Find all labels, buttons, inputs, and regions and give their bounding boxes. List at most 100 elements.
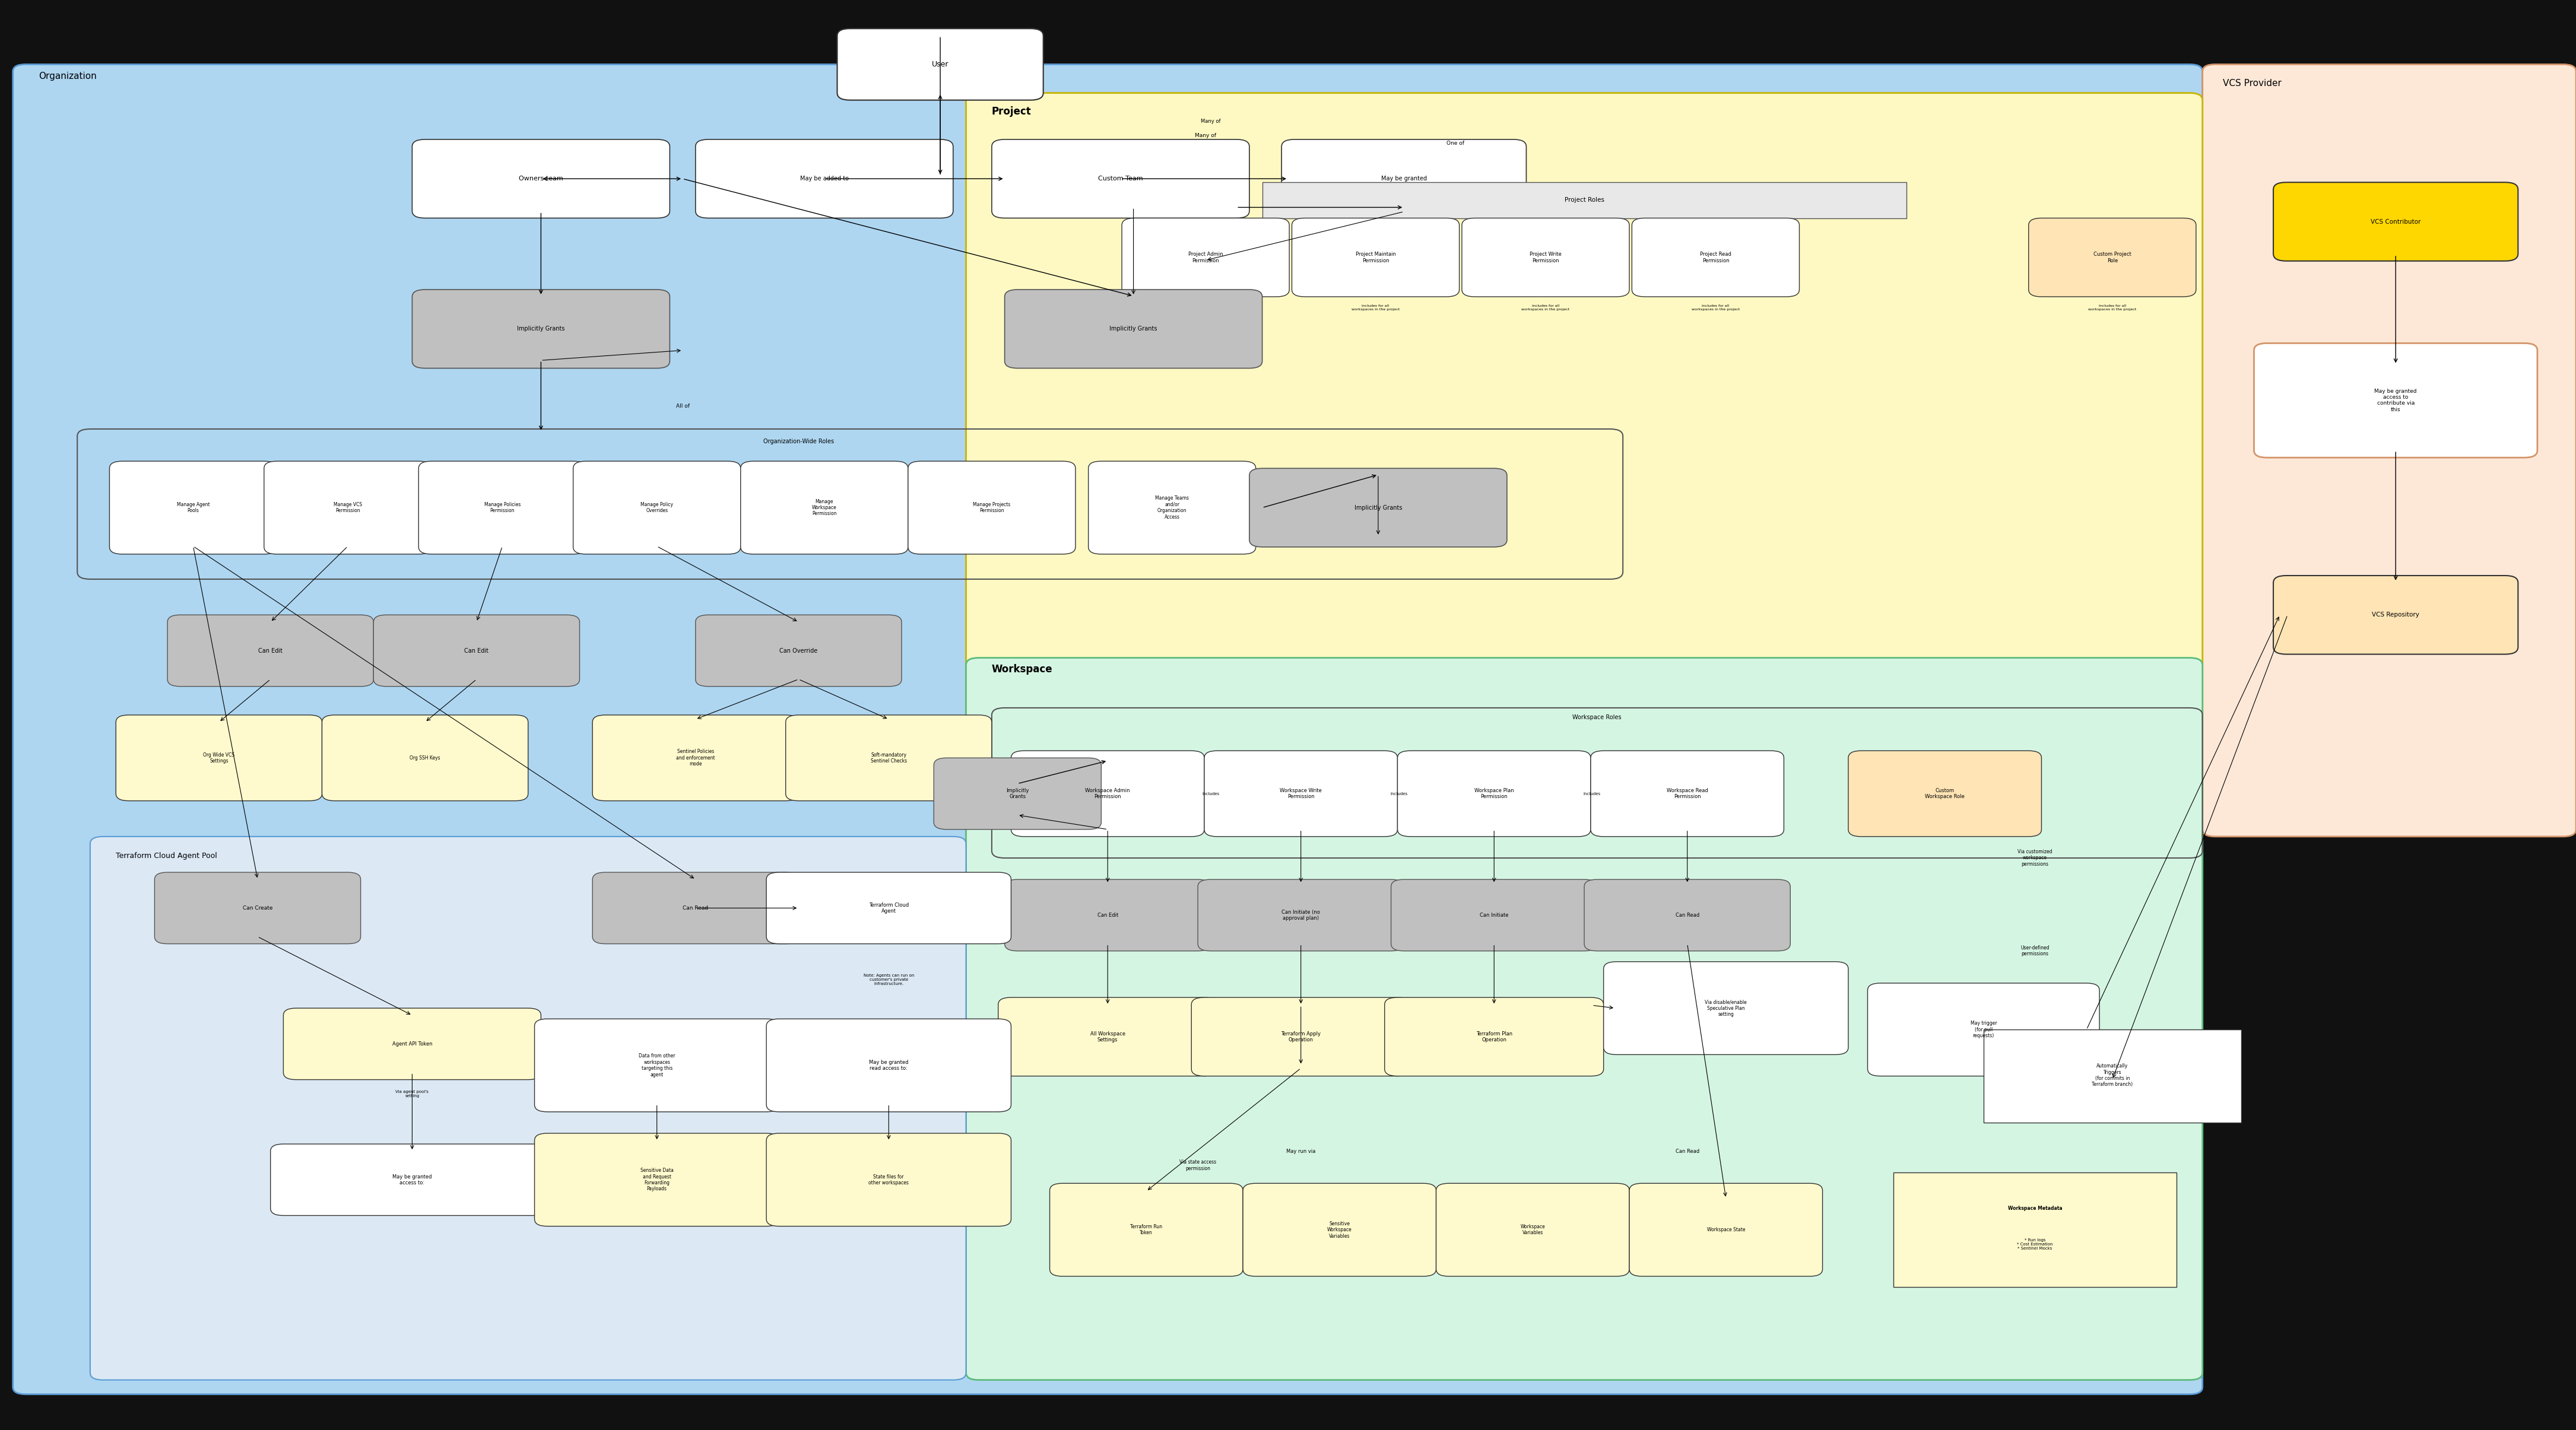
Text: User: User	[933, 60, 948, 69]
Text: includes for all
workspaces in the project: includes for all workspaces in the proje…	[1352, 305, 1399, 310]
Text: Project Write
Permission: Project Write Permission	[1530, 252, 1561, 263]
Text: Custom
Workspace Role: Custom Workspace Role	[1924, 788, 1965, 799]
Text: includes: includes	[1584, 792, 1600, 795]
Text: Workspace: Workspace	[992, 664, 1054, 675]
FancyBboxPatch shape	[768, 1133, 1010, 1227]
FancyBboxPatch shape	[1005, 879, 1211, 951]
Text: Workspace Write
Permission: Workspace Write Permission	[1280, 788, 1321, 799]
FancyBboxPatch shape	[592, 715, 799, 801]
FancyBboxPatch shape	[1051, 1184, 1242, 1276]
Text: Workspace
Variables: Workspace Variables	[1520, 1224, 1546, 1236]
Text: Many of: Many of	[1200, 119, 1221, 124]
Text: Agent API Token: Agent API Token	[392, 1041, 433, 1047]
Text: Can Read: Can Read	[683, 905, 708, 911]
Text: includes for all
workspaces in the project: includes for all workspaces in the proje…	[2089, 305, 2136, 310]
Text: Manage Teams
and/or
Organization
Access: Manage Teams and/or Organization Access	[1154, 496, 1190, 519]
Text: Custom Team: Custom Team	[1097, 176, 1144, 182]
Text: Workspace Metadata: Workspace Metadata	[2007, 1205, 2063, 1211]
FancyBboxPatch shape	[1386, 998, 1602, 1075]
FancyBboxPatch shape	[1010, 751, 1203, 837]
FancyBboxPatch shape	[1592, 751, 1783, 837]
Text: Organization-Wide Roles: Organization-Wide Roles	[762, 439, 835, 445]
Text: Manage Agent
Pools: Manage Agent Pools	[178, 502, 209, 513]
Text: Manage
Workspace
Permission: Manage Workspace Permission	[811, 499, 837, 516]
Text: May be granted
access to
contribute via
this: May be granted access to contribute via …	[2375, 389, 2416, 412]
FancyBboxPatch shape	[907, 460, 1077, 555]
Text: Can Edit: Can Edit	[464, 648, 489, 654]
Text: Via agent pool's
setting: Via agent pool's setting	[397, 1090, 428, 1098]
FancyBboxPatch shape	[933, 758, 1103, 829]
FancyBboxPatch shape	[1850, 751, 2040, 837]
FancyBboxPatch shape	[1244, 1184, 1437, 1276]
FancyBboxPatch shape	[412, 289, 670, 368]
Text: Data from other
workspaces
targeting this
agent: Data from other workspaces targeting thi…	[639, 1054, 675, 1077]
FancyBboxPatch shape	[2275, 575, 2519, 655]
Text: All Workspace
Settings: All Workspace Settings	[1090, 1031, 1126, 1042]
Text: Project: Project	[992, 106, 1030, 117]
Text: Automatically
Triggers
(for commits in
Terraform branch): Automatically Triggers (for commits in T…	[2092, 1064, 2133, 1087]
FancyBboxPatch shape	[265, 460, 433, 555]
FancyBboxPatch shape	[742, 460, 907, 555]
Text: State files for
other workspaces: State files for other workspaces	[868, 1174, 909, 1185]
FancyBboxPatch shape	[2275, 183, 2519, 260]
Text: Implicitly
Grants: Implicitly Grants	[1007, 788, 1028, 799]
FancyBboxPatch shape	[90, 837, 966, 1380]
FancyBboxPatch shape	[786, 715, 992, 801]
FancyBboxPatch shape	[1631, 1184, 1824, 1276]
Text: Soft-mandatory
Sentinel Checks: Soft-mandatory Sentinel Checks	[871, 752, 907, 764]
Text: includes: includes	[1391, 792, 1406, 795]
FancyBboxPatch shape	[1602, 962, 1850, 1055]
Text: May run via: May run via	[1285, 1148, 1316, 1154]
FancyBboxPatch shape	[1190, 998, 1412, 1075]
Text: Workspace Admin
Permission: Workspace Admin Permission	[1084, 788, 1131, 799]
Text: Note: Agents can run on
customer's private
infrastructure.: Note: Agents can run on customer's priva…	[863, 974, 914, 985]
Text: Custom Project
Role: Custom Project Role	[2094, 252, 2130, 263]
FancyBboxPatch shape	[536, 1133, 778, 1227]
Text: Sensitive Data
and Request
Forwarding
Payloads: Sensitive Data and Request Forwarding Pa…	[641, 1168, 672, 1191]
FancyBboxPatch shape	[1893, 1173, 2177, 1287]
Text: Terraform Plan
Operation: Terraform Plan Operation	[1476, 1031, 1512, 1042]
Text: One of: One of	[1584, 193, 1600, 199]
FancyBboxPatch shape	[992, 140, 1249, 217]
FancyBboxPatch shape	[696, 615, 902, 686]
Text: Terraform Apply
Operation: Terraform Apply Operation	[1280, 1031, 1321, 1042]
FancyBboxPatch shape	[1463, 217, 1631, 297]
FancyBboxPatch shape	[322, 715, 528, 801]
FancyBboxPatch shape	[1396, 751, 1589, 837]
Text: Project Read
Permission: Project Read Permission	[1700, 252, 1731, 263]
Text: Can Edit: Can Edit	[1097, 912, 1118, 918]
FancyBboxPatch shape	[1391, 879, 1597, 951]
Text: Manage VCS
Permission: Manage VCS Permission	[332, 502, 363, 513]
FancyBboxPatch shape	[2030, 217, 2195, 297]
Text: One of: One of	[1448, 140, 1463, 146]
FancyBboxPatch shape	[167, 615, 374, 686]
Text: Via customized
workspace
permissions: Via customized workspace permissions	[2017, 849, 2053, 867]
Text: Can Read: Can Read	[1674, 912, 1700, 918]
FancyBboxPatch shape	[155, 872, 361, 944]
Text: Can Read: Can Read	[1674, 1148, 1700, 1154]
Text: Manage Policy
Overrides: Manage Policy Overrides	[641, 502, 672, 513]
Text: Can Initiate: Can Initiate	[1479, 912, 1510, 918]
FancyBboxPatch shape	[1198, 879, 1404, 951]
FancyBboxPatch shape	[1868, 984, 2099, 1075]
FancyBboxPatch shape	[1087, 460, 1257, 555]
FancyBboxPatch shape	[1262, 183, 1906, 217]
Text: Terraform Cloud Agent Pool: Terraform Cloud Agent Pool	[116, 852, 216, 859]
Text: Org Wide VCS
Settings: Org Wide VCS Settings	[204, 752, 234, 764]
FancyBboxPatch shape	[572, 460, 742, 555]
FancyBboxPatch shape	[999, 998, 1218, 1075]
Text: * Run logs
* Cost Estimation
* Sentinel Mocks: * Run logs * Cost Estimation * Sentinel …	[2017, 1238, 2053, 1250]
Text: Terraform Run
Token: Terraform Run Token	[1131, 1224, 1162, 1236]
Text: Can Override: Can Override	[781, 648, 817, 654]
Text: Workspace Read
Permission: Workspace Read Permission	[1667, 788, 1708, 799]
Text: Org SSH Keys: Org SSH Keys	[410, 755, 440, 761]
Text: VCS Repository: VCS Repository	[2372, 612, 2419, 618]
Text: Workspace Roles: Workspace Roles	[1571, 715, 1623, 721]
FancyBboxPatch shape	[1206, 751, 1396, 837]
FancyBboxPatch shape	[768, 872, 1010, 944]
FancyBboxPatch shape	[696, 140, 953, 217]
Text: VCS Provider: VCS Provider	[2223, 79, 2282, 87]
FancyBboxPatch shape	[1283, 140, 1525, 217]
Text: Workspace Plan
Permission: Workspace Plan Permission	[1473, 788, 1515, 799]
FancyBboxPatch shape	[536, 1018, 778, 1113]
